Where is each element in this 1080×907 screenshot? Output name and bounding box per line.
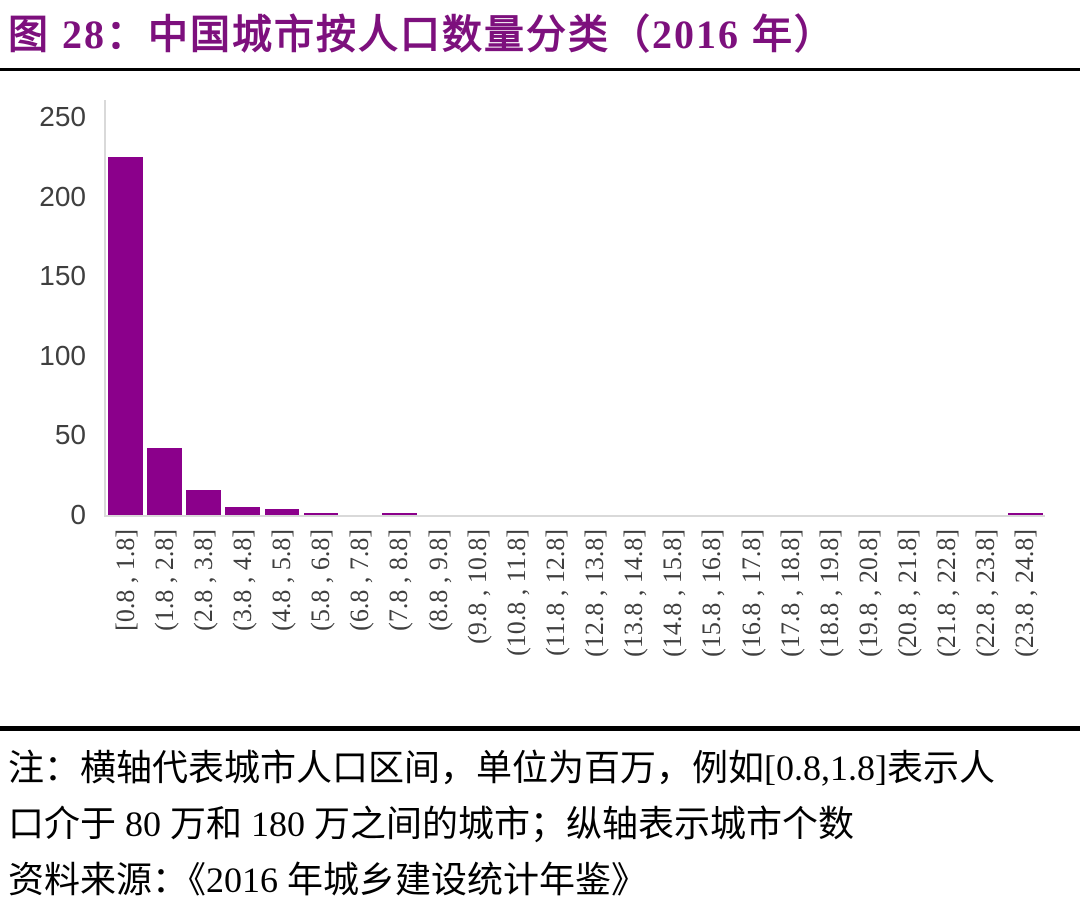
x-tick-label: (18.8 , 19.8]	[814, 529, 844, 657]
x-tick-slot: (10.8 , 11.8]	[497, 523, 536, 723]
x-tick-label: (22.8 , 23.8]	[971, 529, 1001, 657]
x-tick-slot: (6.8 , 7.8]	[341, 523, 380, 723]
x-tick-label: (14.8 , 15.8]	[658, 529, 688, 657]
x-tick-label: [0.8 , 1.8]	[110, 529, 140, 631]
bar	[186, 489, 221, 515]
x-tick-label: (19.8 , 20.8]	[853, 529, 883, 657]
bar	[303, 513, 339, 515]
x-axis: [0.8 , 1.8] (1.8 , 2.8] (2.8 , 3.8] (3.8 , …	[106, 523, 1045, 723]
x-tick-label: (3.8 , 4.8]	[227, 529, 257, 631]
x-tick-slot: (21.8 , 22.8]	[928, 523, 967, 723]
x-tick-label: (2.8 , 3.8]	[188, 529, 218, 631]
x-tick-slot: (8.8 , 9.8]	[419, 523, 458, 723]
x-tick-slot: (2.8 , 3.8]	[184, 523, 223, 723]
bar	[147, 448, 182, 515]
x-tick-label: (4.8 , 5.8]	[267, 529, 297, 631]
x-tick-slot: [0.8 , 1.8]	[106, 523, 145, 723]
footnotes: 注：横轴代表城市人口区间，单位为百万，例如[0.8,1.8]表示人 口介于 80…	[8, 740, 1072, 907]
bar	[264, 508, 300, 515]
y-tick-label: 100	[39, 339, 86, 371]
x-tick-slot: (1.8 , 2.8]	[145, 523, 184, 723]
x-tick-label: (10.8 , 11.8]	[501, 529, 531, 656]
x-tick-label: (5.8 , 6.8]	[306, 529, 336, 631]
note-line-3: 资料来源：《2016 年城乡建设统计年鉴》	[8, 860, 648, 900]
x-tick-slot: (11.8 , 12.8]	[536, 523, 575, 723]
x-tick-label: (20.8 , 21.8]	[893, 529, 923, 657]
x-tick-slot: (18.8 , 19.8]	[810, 523, 849, 723]
x-tick-slot: (5.8 , 6.8]	[302, 523, 341, 723]
x-tick-slot: (14.8 , 15.8]	[654, 523, 693, 723]
y-tick-label: 150	[39, 260, 86, 292]
x-tick-label: (12.8 , 13.8]	[580, 529, 610, 657]
note-line-2: 口介于 80 万和 180 万之间的城市；纵轴表示城市个数	[8, 804, 855, 844]
x-tick-label: (13.8 , 14.8]	[619, 529, 649, 657]
bar	[381, 513, 417, 515]
bottom-divider-line	[0, 726, 1080, 731]
bar	[108, 156, 143, 515]
note-line-1: 注：横轴代表城市人口区间，单位为百万，例如[0.8,1.8]表示人	[8, 748, 995, 788]
x-tick-slot: (15.8 , 16.8]	[693, 523, 732, 723]
x-tick-label: (9.8 , 10.8]	[462, 529, 492, 644]
x-tick-slot: (16.8 , 17.8]	[732, 523, 771, 723]
x-tick-label: (11.8 , 12.8]	[540, 529, 570, 656]
x-tick-label: (6.8 , 7.8]	[345, 529, 375, 631]
x-tick-slot: (20.8 , 21.8]	[889, 523, 928, 723]
y-tick-label: 0	[70, 499, 86, 530]
x-tick-slot: (12.8 , 13.8]	[576, 523, 615, 723]
plot-area	[104, 100, 1045, 517]
x-tick-label: (23.8 , 24.8]	[1010, 529, 1040, 657]
x-tick-slot: (9.8 , 10.8]	[458, 523, 497, 723]
x-tick-slot: (22.8 , 23.8]	[967, 523, 1006, 723]
x-tick-slot: (19.8 , 20.8]	[849, 523, 888, 723]
x-tick-slot: (17.8 , 18.8]	[771, 523, 810, 723]
x-tick-slot: (7.8 , 8.8]	[380, 523, 419, 723]
title-divider-line	[0, 68, 1080, 71]
y-tick-label: 200	[39, 180, 86, 212]
x-tick-slot: (23.8 , 24.8]	[1006, 523, 1045, 723]
x-tick-label: (8.8 , 9.8]	[423, 529, 453, 631]
y-tick-label: 250	[39, 101, 86, 132]
bar	[225, 507, 260, 515]
x-tick-slot: (3.8 , 4.8]	[223, 523, 262, 723]
y-tick-label: 50	[54, 419, 86, 451]
x-tick-slot: (13.8 , 14.8]	[615, 523, 654, 723]
x-tick-label: (16.8 , 17.8]	[736, 529, 766, 657]
figure-title: 图 28：中国城市按人口数量分类（2016 年）	[8, 12, 836, 57]
x-tick-slot: (4.8 , 5.8]	[263, 523, 302, 723]
x-tick-label: (21.8 , 22.8]	[932, 529, 962, 657]
bar	[1007, 513, 1043, 515]
x-tick-label: (17.8 , 18.8]	[775, 529, 805, 657]
x-tick-label: (1.8 , 2.8]	[149, 529, 179, 631]
x-tick-label: (7.8 , 8.8]	[384, 529, 414, 631]
x-tick-label: (15.8 , 16.8]	[697, 529, 727, 657]
